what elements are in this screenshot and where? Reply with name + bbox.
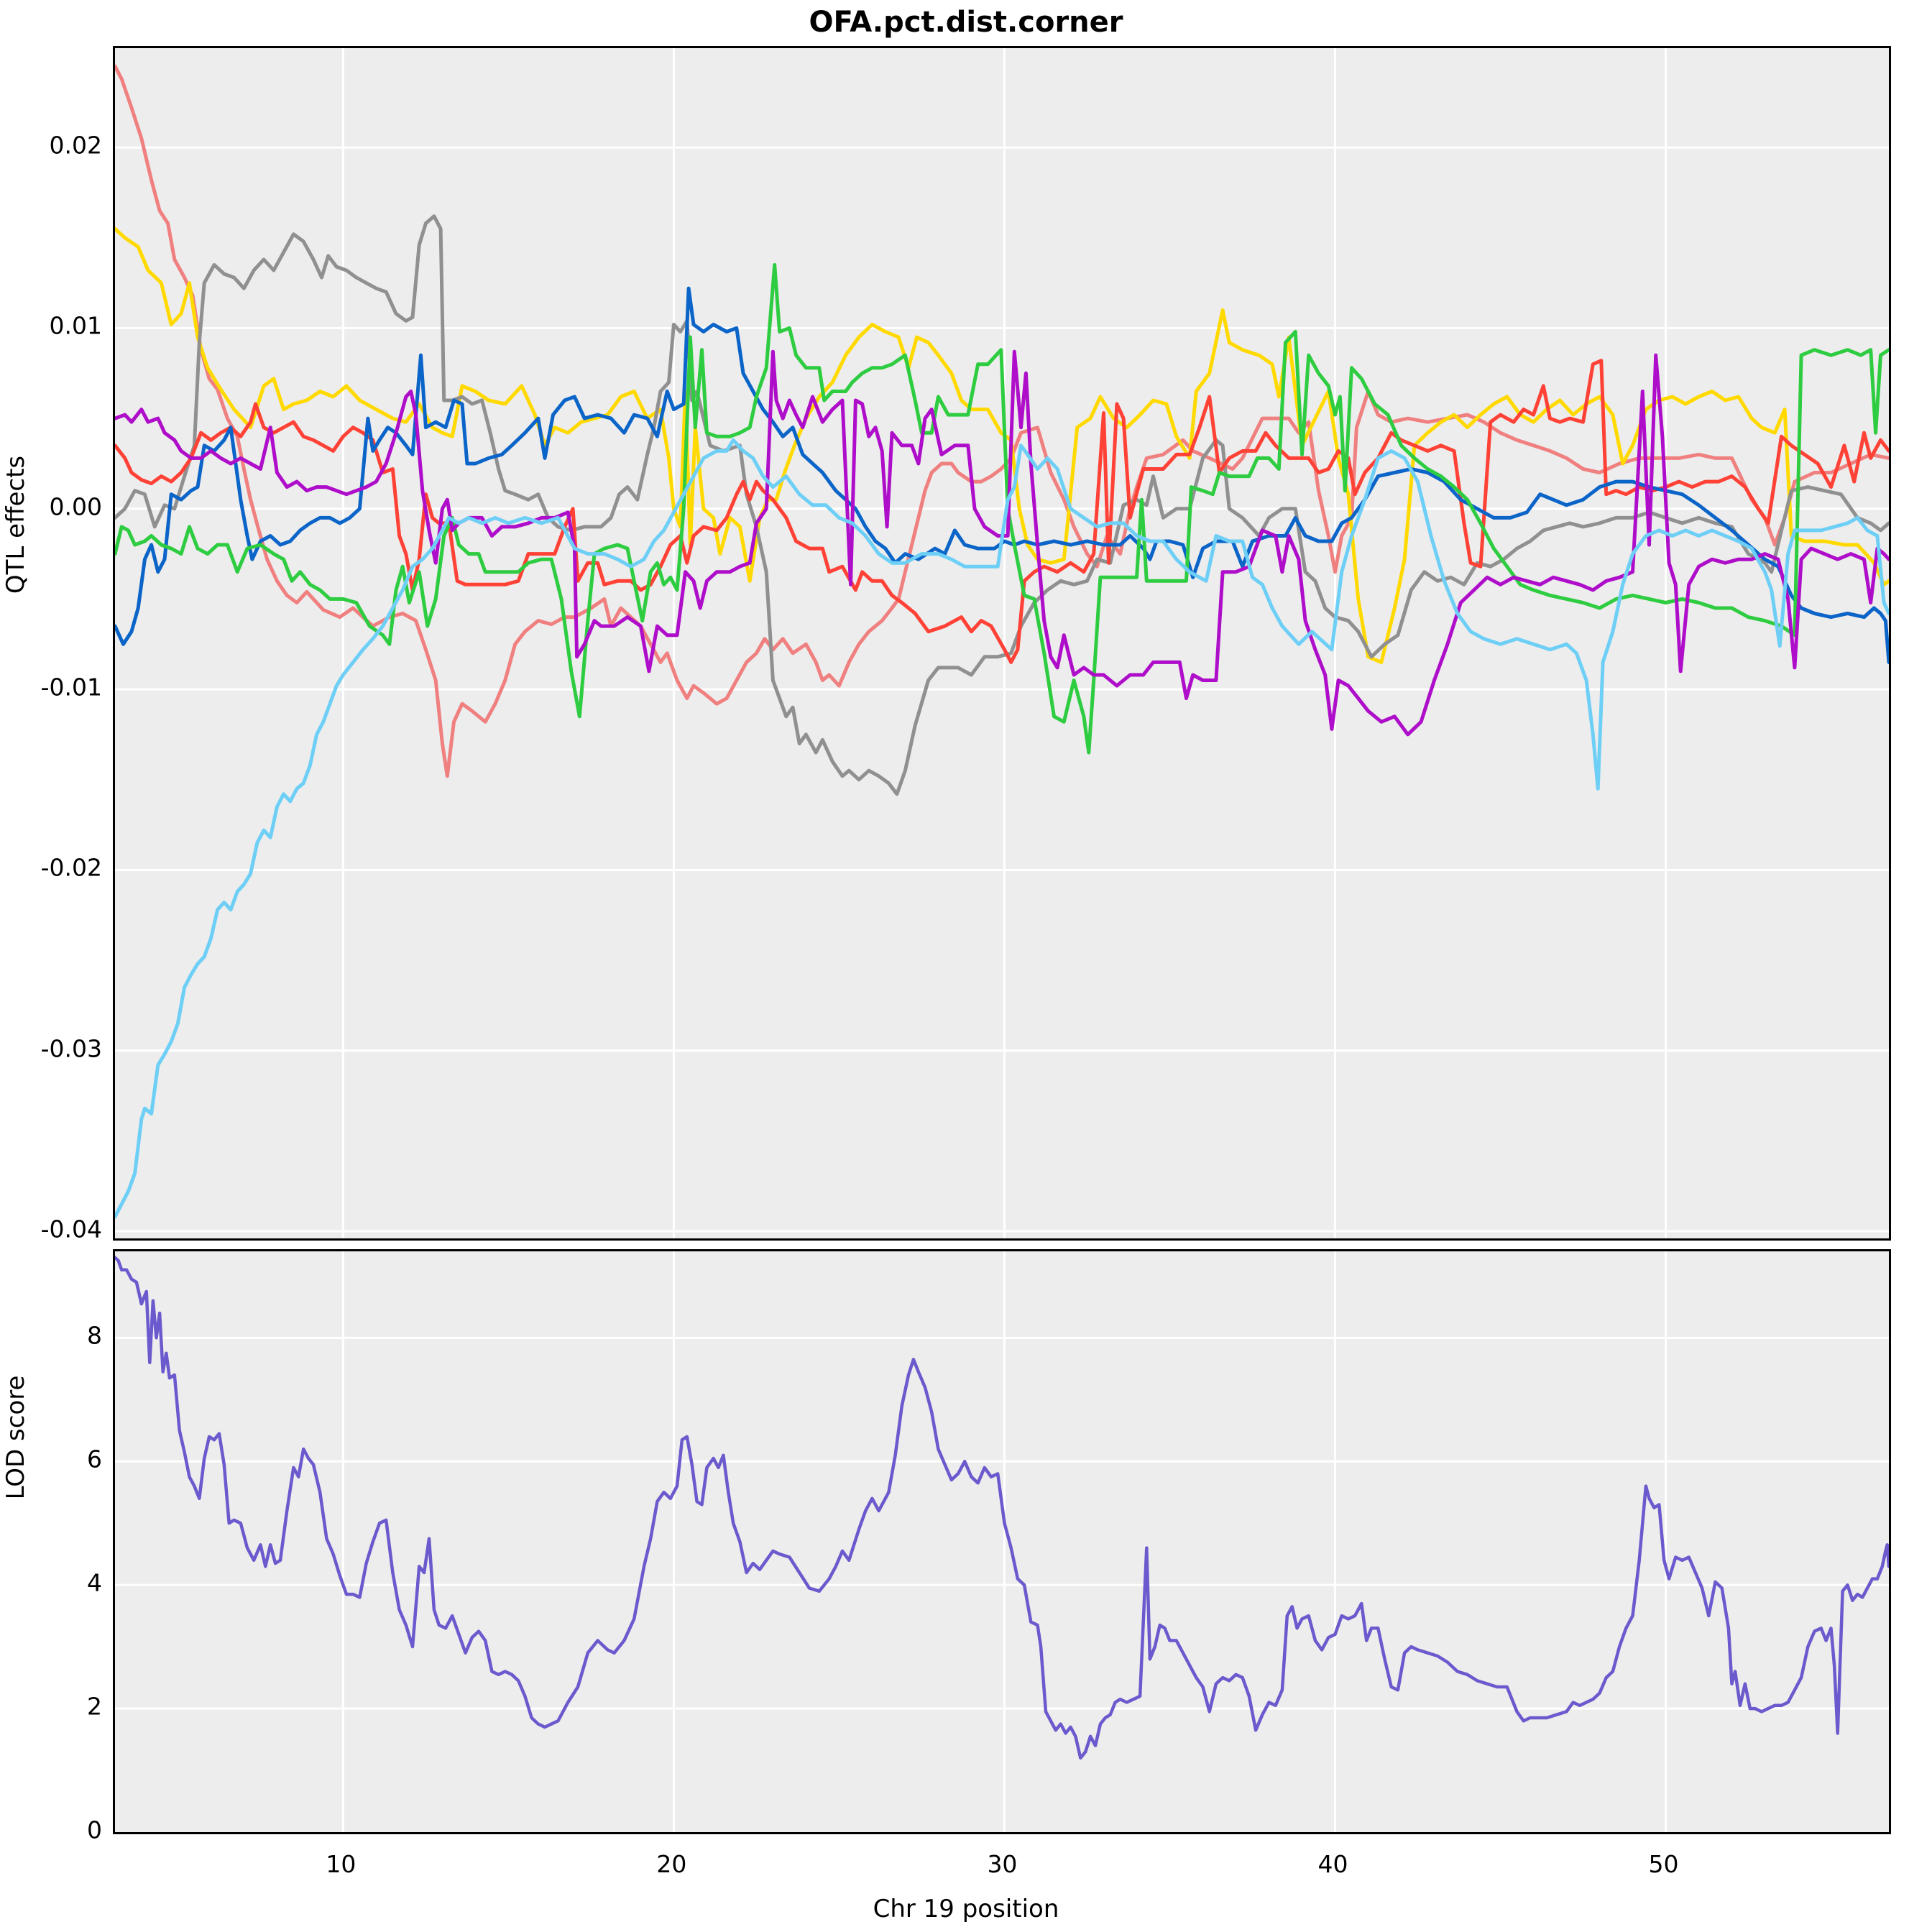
y-tick-label: 0 — [87, 1816, 102, 1844]
y-tick-label: 2 — [87, 1692, 102, 1721]
x-tick-label: 40 — [1317, 1850, 1348, 1878]
qtl-effects-panel — [113, 46, 1891, 1241]
lod-curve-line — [115, 1256, 1889, 1760]
series-skyblue-line — [115, 438, 1889, 1219]
series-purple-line — [115, 349, 1889, 737]
series-green-line — [115, 263, 1889, 755]
lod-plot — [115, 1251, 1889, 1832]
y-axis-title-lod: LOD score — [1, 1375, 30, 1500]
series-blue-line — [115, 286, 1889, 664]
x-tick-label: 30 — [987, 1850, 1018, 1878]
chart-title: OFA.pct.dist.corner — [809, 6, 1123, 39]
series-salmon-line — [115, 64, 1889, 778]
y-tick-label: 0.02 — [49, 131, 102, 160]
x-axis-title: Chr 19 position — [873, 1895, 1059, 1923]
qtl-effects-plot — [115, 48, 1889, 1238]
x-tick-label: 50 — [1648, 1850, 1679, 1878]
series-red-line — [115, 359, 1889, 664]
x-tick-label: 10 — [326, 1850, 356, 1878]
y-tick-label: -0.01 — [40, 673, 102, 702]
y-tick-label: 8 — [87, 1321, 102, 1350]
series-yellow-line — [115, 226, 1889, 664]
x-tick-label: 20 — [656, 1850, 687, 1878]
y-tick-label: 0.01 — [49, 311, 102, 340]
y-tick-label: -0.03 — [40, 1034, 102, 1063]
y-tick-label: 0.00 — [49, 492, 102, 521]
y-tick-label: 6 — [87, 1445, 102, 1473]
y-tick-label: 4 — [87, 1568, 102, 1597]
lod-panel — [113, 1249, 1891, 1834]
y-axis-title-effects: QTL effects — [1, 455, 30, 594]
series-gray-line — [115, 214, 1889, 796]
y-tick-label: -0.04 — [40, 1215, 102, 1243]
y-tick-label: -0.02 — [40, 853, 102, 882]
